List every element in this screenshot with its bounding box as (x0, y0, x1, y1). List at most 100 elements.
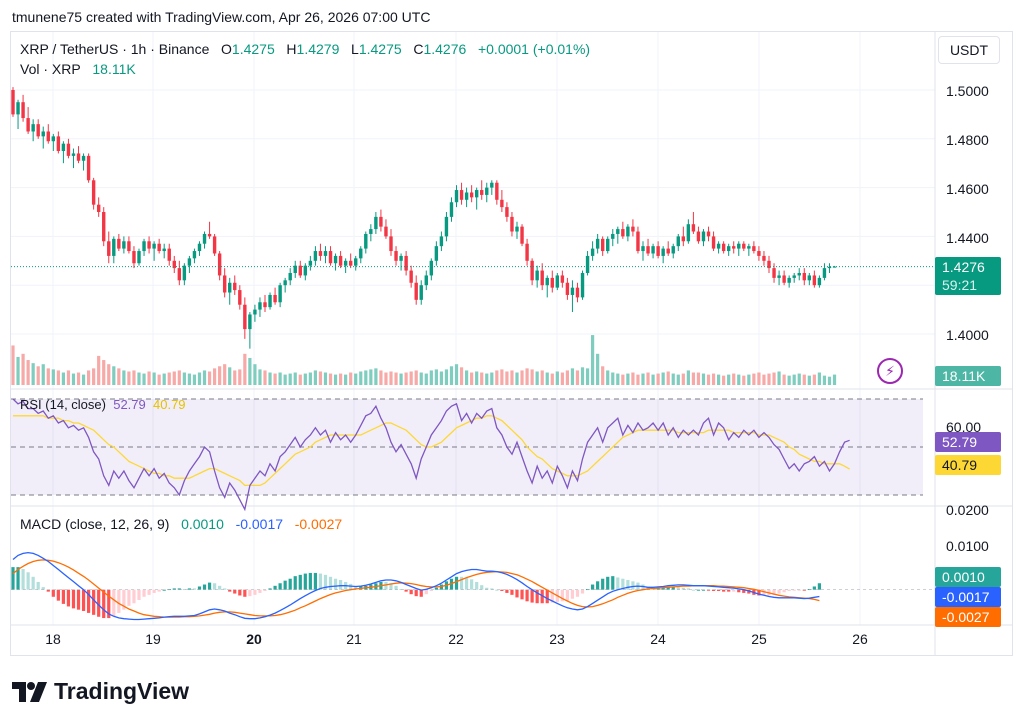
macd-histogram-bar (273, 585, 277, 590)
candle-body (409, 270, 413, 283)
macd-histogram-bar (46, 589, 50, 592)
macd-histogram-bar (701, 589, 706, 591)
volume-bar (424, 373, 428, 385)
volume-bar (485, 373, 489, 385)
candle-body (61, 143, 66, 151)
price-tick: 1.4000 (946, 327, 989, 343)
candle-body (429, 260, 434, 276)
volume-bar (797, 373, 801, 385)
macd-histogram-bar (550, 589, 554, 603)
volume-bar (298, 374, 302, 385)
symbol-title[interactable]: XRP / TetherUS · 1h · Binance (20, 41, 210, 57)
volume-bar (46, 368, 50, 385)
volume-bar (550, 373, 554, 385)
macd-histogram-bar (61, 589, 65, 604)
candle-body (737, 243, 741, 249)
candle-body (369, 229, 373, 234)
volume-bar (369, 369, 373, 385)
macd-histogram-bar (112, 589, 116, 617)
macd-histogram-bar (147, 589, 151, 595)
candle-body (414, 282, 418, 300)
candle-body (434, 246, 439, 261)
volume-bar (737, 374, 741, 385)
macd-histogram-bar (233, 589, 237, 594)
volume-bar (706, 374, 711, 385)
macd-histogram-bar (812, 586, 816, 590)
macd-histogram-bar (142, 589, 146, 597)
macd-histogram-bar (182, 589, 186, 591)
volume-bar (686, 370, 690, 385)
volume-bar (81, 374, 86, 385)
volume-bar (540, 370, 544, 385)
volume-bar (601, 366, 605, 385)
macd-histogram-bar (218, 585, 222, 590)
flash-icon[interactable]: ⚡ (877, 358, 903, 384)
candle-body (253, 309, 257, 315)
candle-body (600, 238, 605, 252)
volume-bar (339, 373, 343, 385)
volume-legend: Vol · XRP 18.11K (20, 61, 136, 77)
symbol-legend: XRP / TetherUS · 1h · Binance O1.4275 H1… (20, 41, 590, 57)
candle-body (706, 231, 711, 237)
volume-label[interactable]: Vol · XRP (20, 61, 81, 77)
macd-signal-line (12, 559, 820, 618)
candle-body (464, 192, 469, 200)
candle-body (419, 285, 423, 300)
macd-histogram-bar (293, 576, 297, 590)
macd-histogram-bar (530, 589, 534, 603)
candle-body (354, 258, 358, 266)
macd-histogram-bar (92, 589, 96, 615)
candle-body (752, 246, 756, 252)
candle-body (66, 143, 71, 156)
volume-bar (777, 371, 781, 385)
rsi-legend-label[interactable]: RSI (14, close) (20, 397, 106, 412)
volume-bar (157, 374, 161, 385)
macd-legend-label[interactable]: MACD (close, 12, 26, 9) (20, 516, 170, 532)
volume-bar (399, 373, 403, 385)
price-tick: 1.4600 (946, 181, 989, 197)
macd-tick: 0.0200 (946, 502, 989, 518)
candle-body (127, 241, 131, 252)
volume-bar (122, 370, 126, 385)
macd-histogram-bar (706, 589, 711, 591)
candle-body (666, 248, 670, 254)
macd-histogram-bar (389, 583, 393, 590)
volume-bar (717, 374, 721, 385)
volume-bar (429, 370, 433, 385)
candle-body (611, 233, 615, 239)
macd-histogram-bar (500, 589, 504, 591)
volume-bar (611, 372, 615, 385)
volume-bar (651, 374, 655, 385)
currency-button[interactable]: USDT (938, 36, 1000, 64)
macd-histogram-bar (87, 589, 91, 613)
macd-histogram-bar (41, 587, 45, 590)
volume-bar (202, 370, 207, 385)
candle-body (777, 275, 781, 278)
candle-body (636, 231, 640, 252)
volume-bar (449, 366, 454, 385)
macd-histogram-bar (505, 589, 509, 593)
volume-bar (41, 364, 45, 385)
candle-body (691, 224, 696, 232)
volume-bar (701, 373, 706, 385)
tradingview-logo[interactable]: TradingView (12, 678, 189, 705)
price-tick: 1.4400 (946, 230, 989, 246)
volume-bar (782, 374, 786, 385)
chart-frame (10, 31, 1013, 656)
macd-histogram-bar (303, 573, 307, 590)
candle-body (747, 246, 751, 249)
candle-body (177, 268, 182, 281)
candle-body (238, 290, 242, 305)
volume-bar (162, 373, 166, 385)
volume-bar (323, 372, 328, 385)
logo-text: TradingView (54, 678, 190, 704)
macd-histogram-bar (777, 589, 781, 594)
macd-histogram-bar (36, 581, 40, 590)
candle-body (197, 243, 202, 252)
candle-body (293, 265, 297, 273)
high-value: 1.4279 (296, 41, 340, 57)
volume-bar (832, 374, 837, 385)
volume-badge: 18.11K (935, 366, 1001, 386)
volume-bar (132, 370, 136, 385)
